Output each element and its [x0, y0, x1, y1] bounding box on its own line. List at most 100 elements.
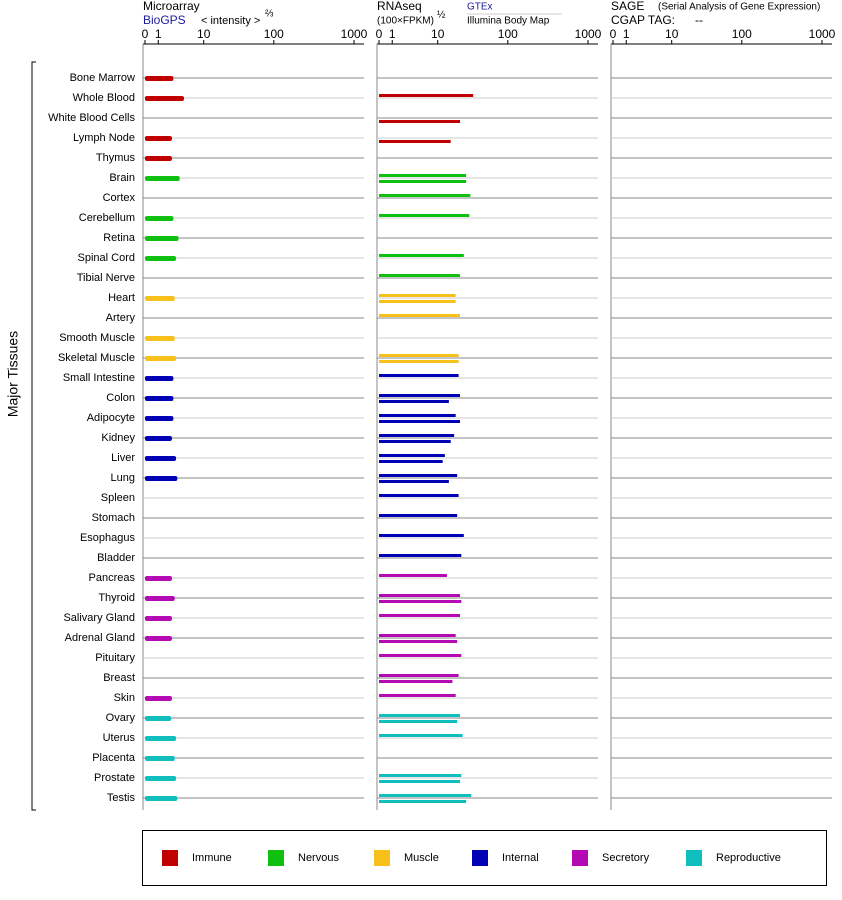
bar	[145, 476, 178, 481]
x-tick-label: 10	[431, 27, 445, 41]
bar	[145, 356, 177, 361]
bar	[145, 156, 172, 161]
bar	[379, 694, 456, 697]
y-tick-label: Salivary Gland	[63, 612, 135, 624]
x-tick-label: 0	[610, 27, 617, 41]
bar	[379, 120, 460, 123]
bar	[379, 720, 458, 723]
panel-title: SAGE	[611, 0, 644, 13]
y-tick-label: Spleen	[101, 492, 135, 504]
x-tick-label: 1000	[575, 27, 602, 41]
y-tick-label: Cortex	[103, 192, 136, 204]
bar	[379, 420, 460, 423]
y-tick-label: Retina	[103, 232, 136, 244]
y-tick-label: Lymph Node	[73, 132, 135, 144]
y-tick-label: Small Intestine	[63, 372, 135, 384]
bar	[379, 174, 467, 177]
legend-swatch	[686, 850, 702, 866]
y-tick-label: Brain	[109, 172, 135, 184]
x-tick-label: 100	[498, 27, 518, 41]
bar	[379, 600, 462, 603]
tag-label: CGAP TAG:	[611, 13, 675, 27]
bar	[379, 734, 463, 737]
series-name: Illumina Body Map	[467, 16, 550, 27]
bar	[145, 336, 175, 341]
bar	[379, 440, 451, 443]
x-tick-label: 10	[197, 27, 211, 41]
bar	[379, 680, 453, 683]
x-tick-label: 10	[665, 27, 679, 41]
tag-value: --	[695, 13, 703, 27]
x-tick-label: 1	[389, 27, 396, 41]
bar	[379, 180, 467, 183]
bar	[379, 594, 460, 597]
bar	[379, 314, 460, 317]
y-tick-label: Thymus	[96, 152, 136, 164]
legend-label: Secretory	[602, 852, 650, 864]
bar	[145, 236, 179, 241]
y-tick-label: Thyroid	[98, 592, 135, 604]
x-tick-label: 0	[376, 27, 383, 41]
bar	[379, 360, 459, 363]
legend-box	[142, 830, 827, 886]
legend-swatch	[162, 850, 178, 866]
y-tick-label: Lung	[111, 472, 135, 484]
bar	[145, 416, 174, 421]
panel-title: Microarray	[143, 0, 200, 13]
y-tick-label: Adrenal Gland	[65, 632, 135, 644]
bar	[145, 396, 174, 401]
bar	[145, 436, 172, 441]
bar	[379, 794, 472, 797]
x-tick-label: 1000	[341, 27, 368, 41]
y-tick-label: Skin	[114, 692, 135, 704]
legend-label: Muscle	[404, 852, 439, 864]
bar	[379, 640, 458, 643]
bar	[379, 274, 460, 277]
bar	[379, 374, 459, 377]
legend-label: Nervous	[298, 852, 339, 864]
legend-swatch	[472, 850, 488, 866]
y-tick-label: Heart	[108, 292, 135, 304]
bar	[145, 96, 184, 101]
bar	[145, 716, 172, 721]
y-tick-label: Liver	[111, 452, 135, 464]
bar	[379, 634, 456, 637]
series-name: BioGPS	[143, 13, 186, 27]
legend-swatch	[268, 850, 284, 866]
bar	[379, 674, 459, 677]
x-tick-label: 100	[264, 27, 284, 41]
bar	[379, 714, 460, 717]
bar	[379, 460, 443, 463]
y-tick-label: Whole Blood	[73, 92, 135, 104]
y-tick-label: Testis	[107, 792, 136, 804]
bar	[145, 636, 172, 641]
bar	[145, 76, 174, 81]
bar	[379, 300, 456, 303]
y-tick-label: Esophagus	[80, 532, 136, 544]
bar	[379, 800, 467, 803]
y-tick-label: Smooth Muscle	[59, 332, 135, 344]
bar	[145, 616, 172, 621]
y-tick-label: Colon	[106, 392, 135, 404]
y-tick-label: Prostate	[94, 772, 135, 784]
y-tick-label: Ovary	[106, 712, 136, 724]
bar	[379, 474, 458, 477]
y-tick-label: Cerebellum	[79, 212, 135, 224]
bar	[379, 414, 456, 417]
y-tick-label: Bone Marrow	[70, 72, 135, 84]
legend-label: Reproductive	[716, 852, 781, 864]
y-tick-label: Pituitary	[95, 652, 135, 664]
bar	[379, 514, 458, 517]
x-tick-label: 1	[155, 27, 162, 41]
bar	[379, 394, 460, 397]
bar	[145, 736, 177, 741]
bar	[145, 796, 178, 801]
bar	[145, 176, 180, 181]
x-tick-label: 0	[142, 27, 149, 41]
y-tick-label: Skeletal Muscle	[58, 352, 135, 364]
bar	[145, 296, 175, 301]
bar	[145, 596, 175, 601]
y-label: Major Tissues	[5, 331, 21, 417]
bar	[379, 354, 459, 357]
legend-swatch	[572, 850, 588, 866]
